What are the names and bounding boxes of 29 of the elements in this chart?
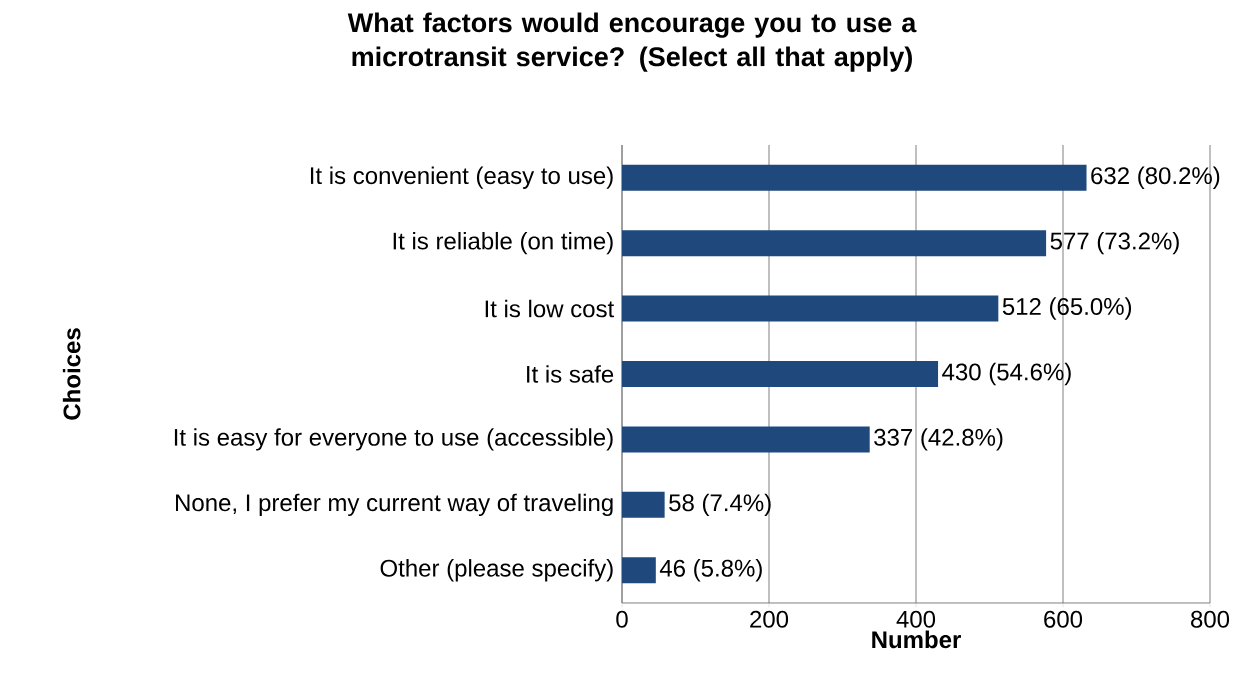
bar (622, 557, 656, 584)
y-axis-title: Choices (62, 328, 81, 420)
data-label: 632 (80.2%) (1091, 166, 1220, 189)
bar (622, 360, 939, 387)
bar (622, 230, 1047, 257)
bar (622, 426, 870, 453)
y-tick-label: It is safe (527, 365, 614, 383)
x-axis-title: Number (872, 630, 961, 649)
chart-title: What factors would encourage you to use a microtransit service? (Select all that apply) (347, 12, 917, 72)
y-tick-label: It is reliable (on time) (393, 231, 613, 255)
data-label: 512 (65.0%) (1002, 297, 1132, 320)
y-tick-label: It is convenient (easy to use) (310, 166, 613, 189)
data-label: 430 (54.6%) (942, 362, 1071, 386)
data-label: 337 (42.8%) (874, 428, 1003, 451)
y-tick-label: It is low cost (485, 299, 615, 318)
x-tick-label: 200 (750, 610, 789, 628)
x-tick-label: 800 (1191, 610, 1230, 628)
x-tick-label: 600 (1044, 610, 1083, 628)
data-label: 46 (5.8%) (659, 559, 762, 582)
data-label: 58 (7.4%) (669, 493, 771, 517)
data-label: 577 (73.2%) (1050, 231, 1179, 255)
x-tick-label: 0 (616, 610, 628, 628)
x-tick-label: 400 (896, 610, 936, 628)
y-tick-label: It is easy for everyone to use (accessible) (174, 428, 613, 451)
bar (622, 295, 999, 322)
y-tick-label: None, I prefer my current way of traveling (176, 493, 613, 517)
bar (622, 164, 1087, 191)
bar (622, 491, 665, 518)
y-tick-label: Other (please specify) (380, 559, 613, 582)
